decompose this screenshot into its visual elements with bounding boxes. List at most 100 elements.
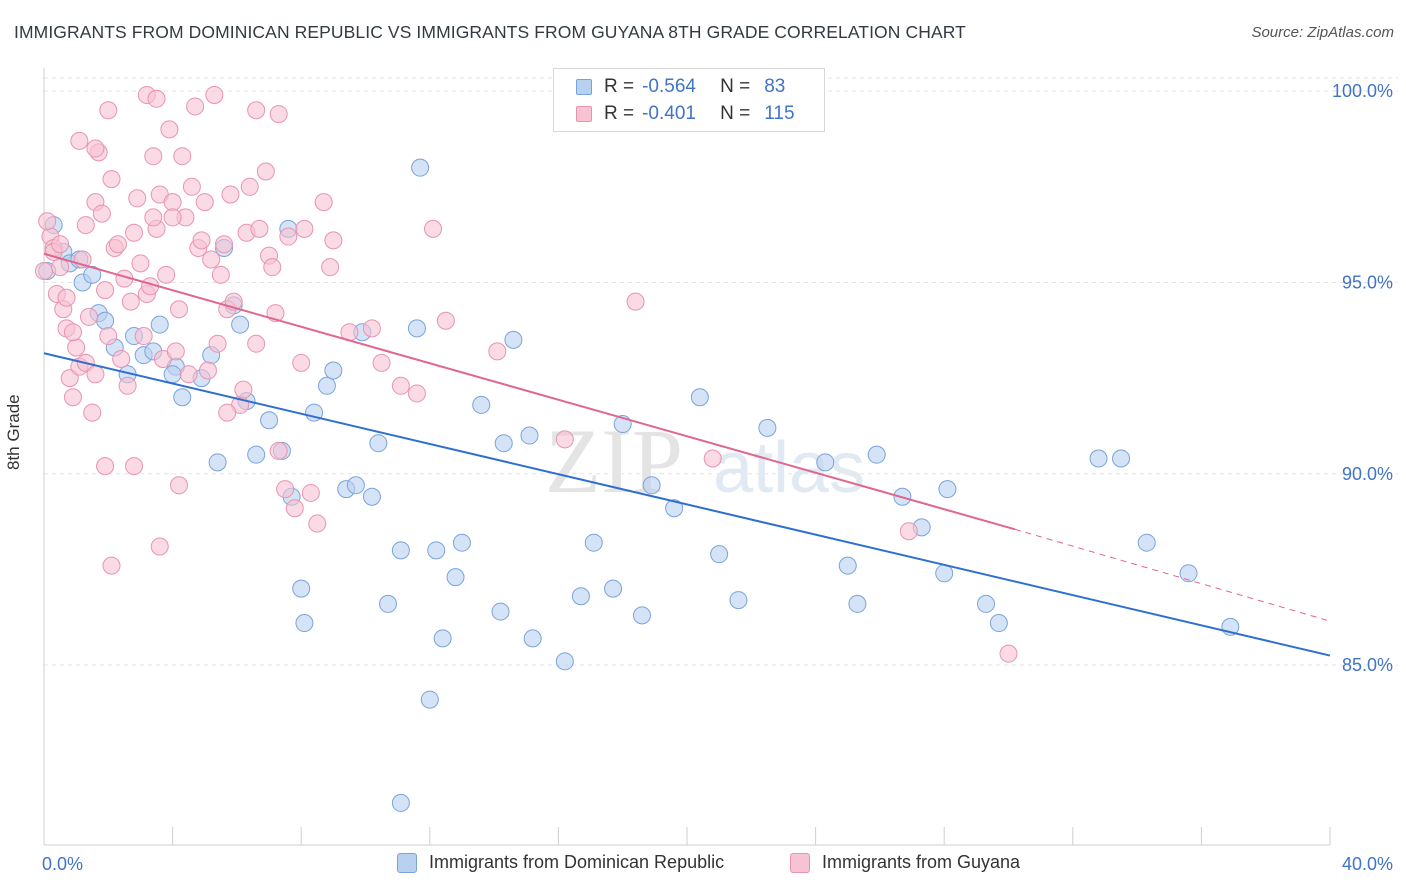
point-guyana [186, 97, 205, 116]
point-guyana [292, 353, 311, 372]
point-guyana [247, 101, 266, 120]
y-axis-label: 8th Grade [4, 394, 23, 470]
point-dominican [96, 311, 115, 330]
legend-item-guyana: Immigrants from Guyana [790, 852, 1020, 873]
point-guyana [263, 258, 282, 277]
watermark-atlas: atlas [713, 428, 865, 508]
point-dominican [247, 445, 266, 464]
point-dominican [816, 453, 835, 472]
point-guyana [205, 85, 224, 104]
point-guyana [86, 365, 105, 384]
point-dominican [150, 315, 169, 334]
point-guyana [96, 281, 115, 300]
point-dominican [379, 594, 398, 613]
point-guyana [555, 430, 574, 449]
legend-row-guyana: R = -0.401 N = 115 [576, 102, 795, 126]
point-dominican [420, 690, 439, 709]
point-dominican [555, 652, 574, 671]
source-credit: Source: ZipAtlas.com [1251, 24, 1394, 41]
point-guyana [102, 556, 121, 575]
point-guyana [92, 204, 111, 223]
point-dominican [938, 480, 957, 499]
point-dominican [292, 579, 311, 598]
point-guyana [391, 376, 410, 395]
point-guyana [166, 342, 185, 361]
point-dominican [1137, 533, 1156, 552]
point-guyana [362, 319, 381, 338]
point-guyana [96, 457, 115, 476]
trendline-guyana [43, 252, 1016, 531]
legend-n-label: N = [720, 103, 751, 124]
point-dominican [208, 453, 227, 472]
point-guyana [182, 177, 201, 196]
point-dominican [690, 388, 709, 407]
point-guyana [118, 376, 137, 395]
point-dominican [584, 533, 603, 552]
legend-r-label: R = [604, 76, 635, 97]
point-guyana [102, 170, 121, 189]
point-guyana [211, 265, 230, 284]
point-dominican [665, 499, 684, 518]
point-guyana [60, 369, 79, 388]
point-guyana [208, 334, 227, 353]
point-guyana [144, 208, 163, 227]
point-dominican [1112, 449, 1131, 468]
point-guyana [221, 185, 240, 204]
point-guyana [192, 231, 211, 250]
point-dominican [411, 158, 430, 177]
point-guyana [324, 231, 343, 250]
point-guyana [83, 403, 102, 422]
legend-label-dominican: Immigrants from Dominican Republic [429, 852, 725, 872]
point-guyana [269, 105, 288, 124]
y-tick-label: 100.0% [1332, 81, 1393, 101]
point-guyana [134, 327, 153, 346]
legend-n-value: 83 [764, 76, 786, 97]
point-guyana [173, 147, 192, 166]
point-guyana [269, 441, 288, 460]
point-dominican [758, 418, 777, 437]
point-dominican [173, 388, 192, 407]
point-guyana [195, 193, 214, 212]
point-guyana [144, 147, 163, 166]
point-guyana [285, 499, 304, 518]
point-guyana [247, 334, 266, 353]
point-dominican [604, 579, 623, 598]
watermark-zip: ZIP [545, 410, 683, 512]
point-guyana [125, 457, 144, 476]
legend-swatch-blue [397, 852, 417, 873]
point-dominican [989, 614, 1008, 633]
point-guyana [70, 131, 89, 150]
legend-r-value: -0.401 [642, 103, 696, 124]
axis-layer: 85.0% 90.0% 95.0% 100.0% 0.0% 40.0% [42, 68, 1393, 874]
trend-layer [43, 252, 1331, 657]
point-guyana [63, 323, 82, 342]
point-guyana [372, 353, 391, 372]
point-guyana [321, 258, 340, 277]
point-guyana [407, 384, 426, 403]
point-guyana [170, 300, 189, 319]
chart-title: IMMIGRANTS FROM DOMINICAN REPUBLIC VS IM… [14, 22, 966, 42]
point-guyana [308, 514, 327, 533]
point-guyana [234, 380, 253, 399]
point-dominican [231, 315, 250, 334]
point-dominican [494, 434, 513, 453]
point-guyana [147, 89, 166, 108]
legend-swatch-pink [790, 852, 810, 873]
point-dominican [324, 361, 343, 380]
legend-r-value: -0.564 [642, 76, 696, 97]
point-guyana [202, 250, 221, 269]
point-guyana [301, 483, 320, 502]
point-guyana [170, 476, 189, 495]
point-dominican [867, 445, 886, 464]
point-dominican [163, 365, 182, 384]
point-guyana [295, 219, 314, 238]
point-guyana [179, 365, 198, 384]
point-guyana [424, 219, 443, 238]
point-dominican [433, 629, 452, 648]
point-guyana [51, 258, 70, 277]
point-guyana [86, 139, 105, 158]
point-dominican [391, 541, 410, 560]
point-dominican [729, 591, 748, 610]
point-dominican [472, 395, 491, 414]
